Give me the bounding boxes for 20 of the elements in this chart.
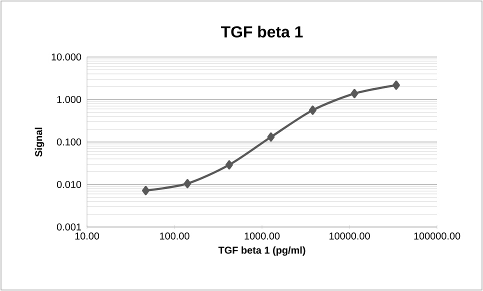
y-tick-label: 0.100 [56, 138, 82, 146]
y-axis-title: Signal [34, 128, 44, 157]
point [308, 106, 316, 115]
point [142, 186, 150, 196]
x-tick-label: 10000.00 [330, 232, 370, 240]
chart-title: TGF beta 1 [221, 26, 303, 38]
x-tick-label: 1000.00 [244, 232, 280, 240]
point [184, 179, 192, 188]
point [392, 80, 400, 90]
y-tick-label: 1.000 [57, 96, 82, 104]
x-tick-label: 100.00 [160, 232, 190, 240]
y-tick-label: 0.001 [56, 223, 82, 231]
x-tick-label: 10.00 [75, 232, 100, 240]
point [267, 132, 275, 142]
point [225, 160, 233, 170]
point [350, 88, 358, 98]
x-tick-label: 100000.00 [414, 232, 460, 240]
y-tick-label: 0.010 [56, 180, 82, 188]
x-axis-title: TGF beta 1 (pg/ml) [218, 246, 306, 256]
y-tick-label: 10.000 [52, 53, 82, 61]
